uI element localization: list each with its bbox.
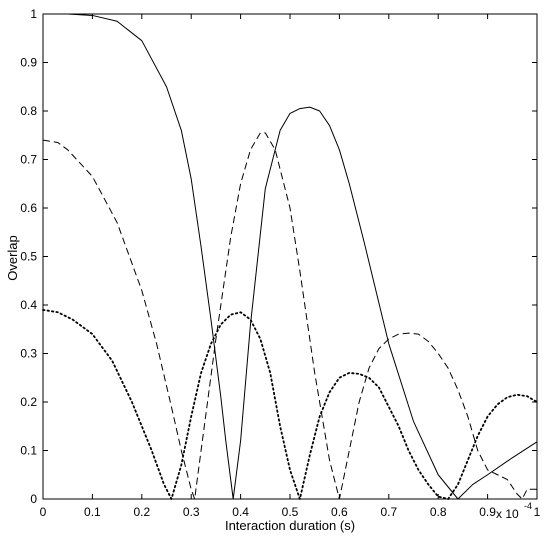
x-tick-label: 1: [534, 505, 541, 519]
x-tick-label: 0: [40, 505, 47, 519]
x-tick-label: 0.1: [84, 505, 101, 519]
x-tick-label: 0.7: [380, 505, 397, 519]
series-line-dashed: [42, 132, 537, 500]
x-tick-label: 0.4: [232, 505, 249, 519]
x-tick-layer: 0 0.1 0.2 0.3 0.4 0.5 0.6 0.7 0.8 0.9 1: [40, 14, 541, 519]
series-layer: [42, 13, 538, 500]
x-tick-label: 0.6: [331, 505, 348, 519]
series-line-solid: [43, 13, 538, 500]
y-tick-label: 0.2: [20, 395, 37, 409]
x-tick-label: 0.2: [133, 505, 150, 519]
y-axis-label: Overlap: [5, 235, 20, 281]
x-tick-label: 0.9: [479, 505, 496, 519]
y-tick-layer: 0 0.1 0.2 0.3 0.4 0.5 0.6 0.7 0.8 0.9 1: [20, 7, 537, 506]
x-tick-label: 0.3: [183, 505, 200, 519]
y-tick-label: 0.6: [20, 201, 37, 215]
series-line-dotted: [42, 308, 538, 500]
axes-layer: [42, 13, 538, 500]
plot-frame: [42, 13, 538, 500]
y-tick-label: 0.5: [20, 250, 37, 264]
x-multiplier-label: x 10: [496, 507, 519, 521]
y-tick-label: 0.9: [20, 56, 37, 70]
y-tick-label: 0.8: [20, 104, 37, 118]
y-tick-label: 0.4: [20, 298, 37, 312]
y-tick-label: 0.7: [20, 153, 37, 167]
x-axis-label: Interaction duration (s): [225, 518, 355, 533]
y-tick-label: 0: [30, 492, 37, 506]
y-tick-label: 0.3: [20, 347, 37, 361]
y-tick-label: 0.1: [20, 444, 37, 458]
y-tick-label: 1: [30, 7, 37, 21]
x-tick-label: 0.5: [282, 505, 299, 519]
x-multiplier-exponent: -4: [524, 501, 532, 511]
x-tick-label: 0.8: [430, 505, 447, 519]
